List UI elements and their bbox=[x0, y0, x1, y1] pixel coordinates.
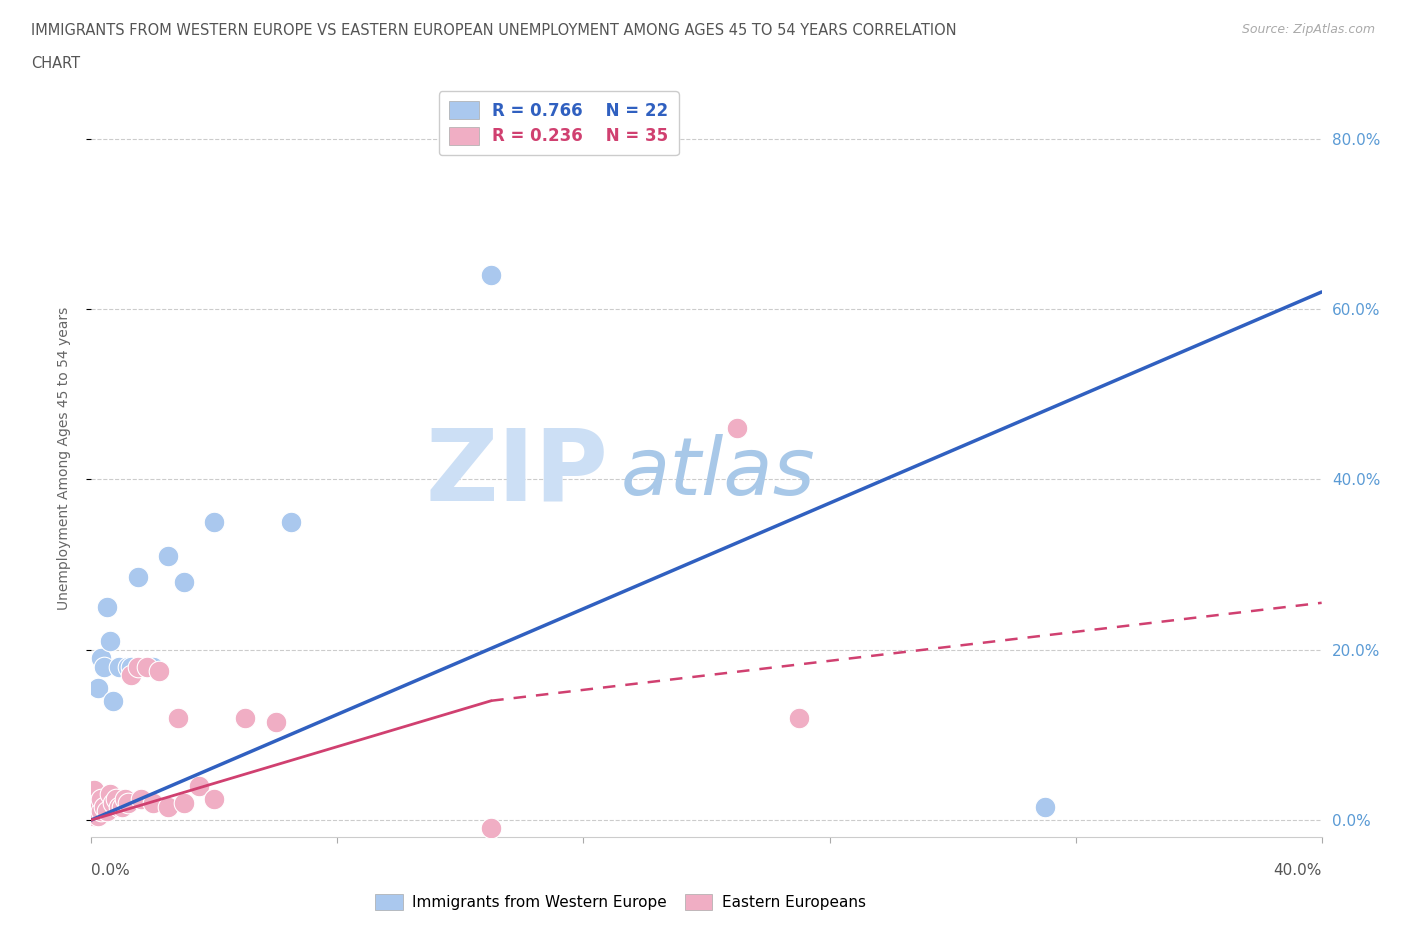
Text: CHART: CHART bbox=[31, 56, 80, 71]
Point bbox=[202, 514, 225, 529]
Point bbox=[157, 549, 180, 564]
Point bbox=[188, 778, 211, 793]
Point bbox=[1033, 800, 1056, 815]
Point bbox=[83, 791, 105, 806]
Point bbox=[173, 574, 195, 589]
Point bbox=[135, 659, 157, 674]
Legend: Immigrants from Western Europe, Eastern Europeans: Immigrants from Western Europe, Eastern … bbox=[370, 887, 872, 917]
Point bbox=[117, 659, 139, 674]
Text: 0.0%: 0.0% bbox=[91, 863, 131, 878]
Point bbox=[142, 659, 165, 674]
Point bbox=[280, 514, 302, 529]
Point bbox=[148, 663, 170, 678]
Point bbox=[83, 783, 105, 798]
Point bbox=[111, 800, 134, 815]
Point bbox=[101, 795, 124, 810]
Point bbox=[202, 791, 225, 806]
Point bbox=[83, 804, 105, 819]
Point bbox=[101, 693, 124, 708]
Point bbox=[83, 795, 105, 810]
Point bbox=[135, 659, 157, 674]
Point bbox=[120, 668, 142, 683]
Point bbox=[479, 821, 502, 836]
Point bbox=[93, 800, 115, 815]
Point bbox=[157, 800, 180, 815]
Point bbox=[233, 711, 256, 725]
Text: ZIP: ZIP bbox=[425, 425, 607, 522]
Point bbox=[86, 795, 108, 810]
Point bbox=[129, 791, 152, 806]
Point bbox=[264, 714, 287, 729]
Point bbox=[90, 804, 112, 819]
Point bbox=[98, 787, 121, 802]
Point bbox=[479, 268, 502, 283]
Point bbox=[120, 659, 142, 674]
Y-axis label: Unemployment Among Ages 45 to 54 years: Unemployment Among Ages 45 to 54 years bbox=[56, 306, 70, 610]
Point bbox=[105, 791, 127, 806]
Text: atlas: atlas bbox=[620, 434, 815, 512]
Point bbox=[96, 600, 118, 615]
Point bbox=[725, 420, 748, 435]
Point bbox=[127, 659, 149, 674]
Point bbox=[108, 800, 131, 815]
Point bbox=[173, 795, 195, 810]
Point bbox=[98, 633, 121, 648]
Point bbox=[787, 711, 810, 725]
Point bbox=[86, 808, 108, 823]
Point bbox=[90, 651, 112, 666]
Point bbox=[127, 570, 149, 585]
Point bbox=[111, 800, 134, 815]
Text: 40.0%: 40.0% bbox=[1274, 863, 1322, 878]
Point bbox=[86, 681, 108, 696]
Point bbox=[90, 791, 112, 806]
Point bbox=[93, 659, 115, 674]
Point bbox=[117, 795, 139, 810]
Point bbox=[166, 711, 188, 725]
Point bbox=[108, 659, 131, 674]
Point bbox=[83, 795, 105, 810]
Point bbox=[83, 787, 105, 802]
Point bbox=[142, 795, 165, 810]
Point bbox=[83, 808, 105, 823]
Point bbox=[96, 804, 118, 819]
Text: Source: ZipAtlas.com: Source: ZipAtlas.com bbox=[1241, 23, 1375, 36]
Point bbox=[83, 800, 105, 815]
Point bbox=[83, 804, 105, 819]
Text: IMMIGRANTS FROM WESTERN EUROPE VS EASTERN EUROPEAN UNEMPLOYMENT AMONG AGES 45 TO: IMMIGRANTS FROM WESTERN EUROPE VS EASTER… bbox=[31, 23, 956, 38]
Point bbox=[114, 791, 136, 806]
